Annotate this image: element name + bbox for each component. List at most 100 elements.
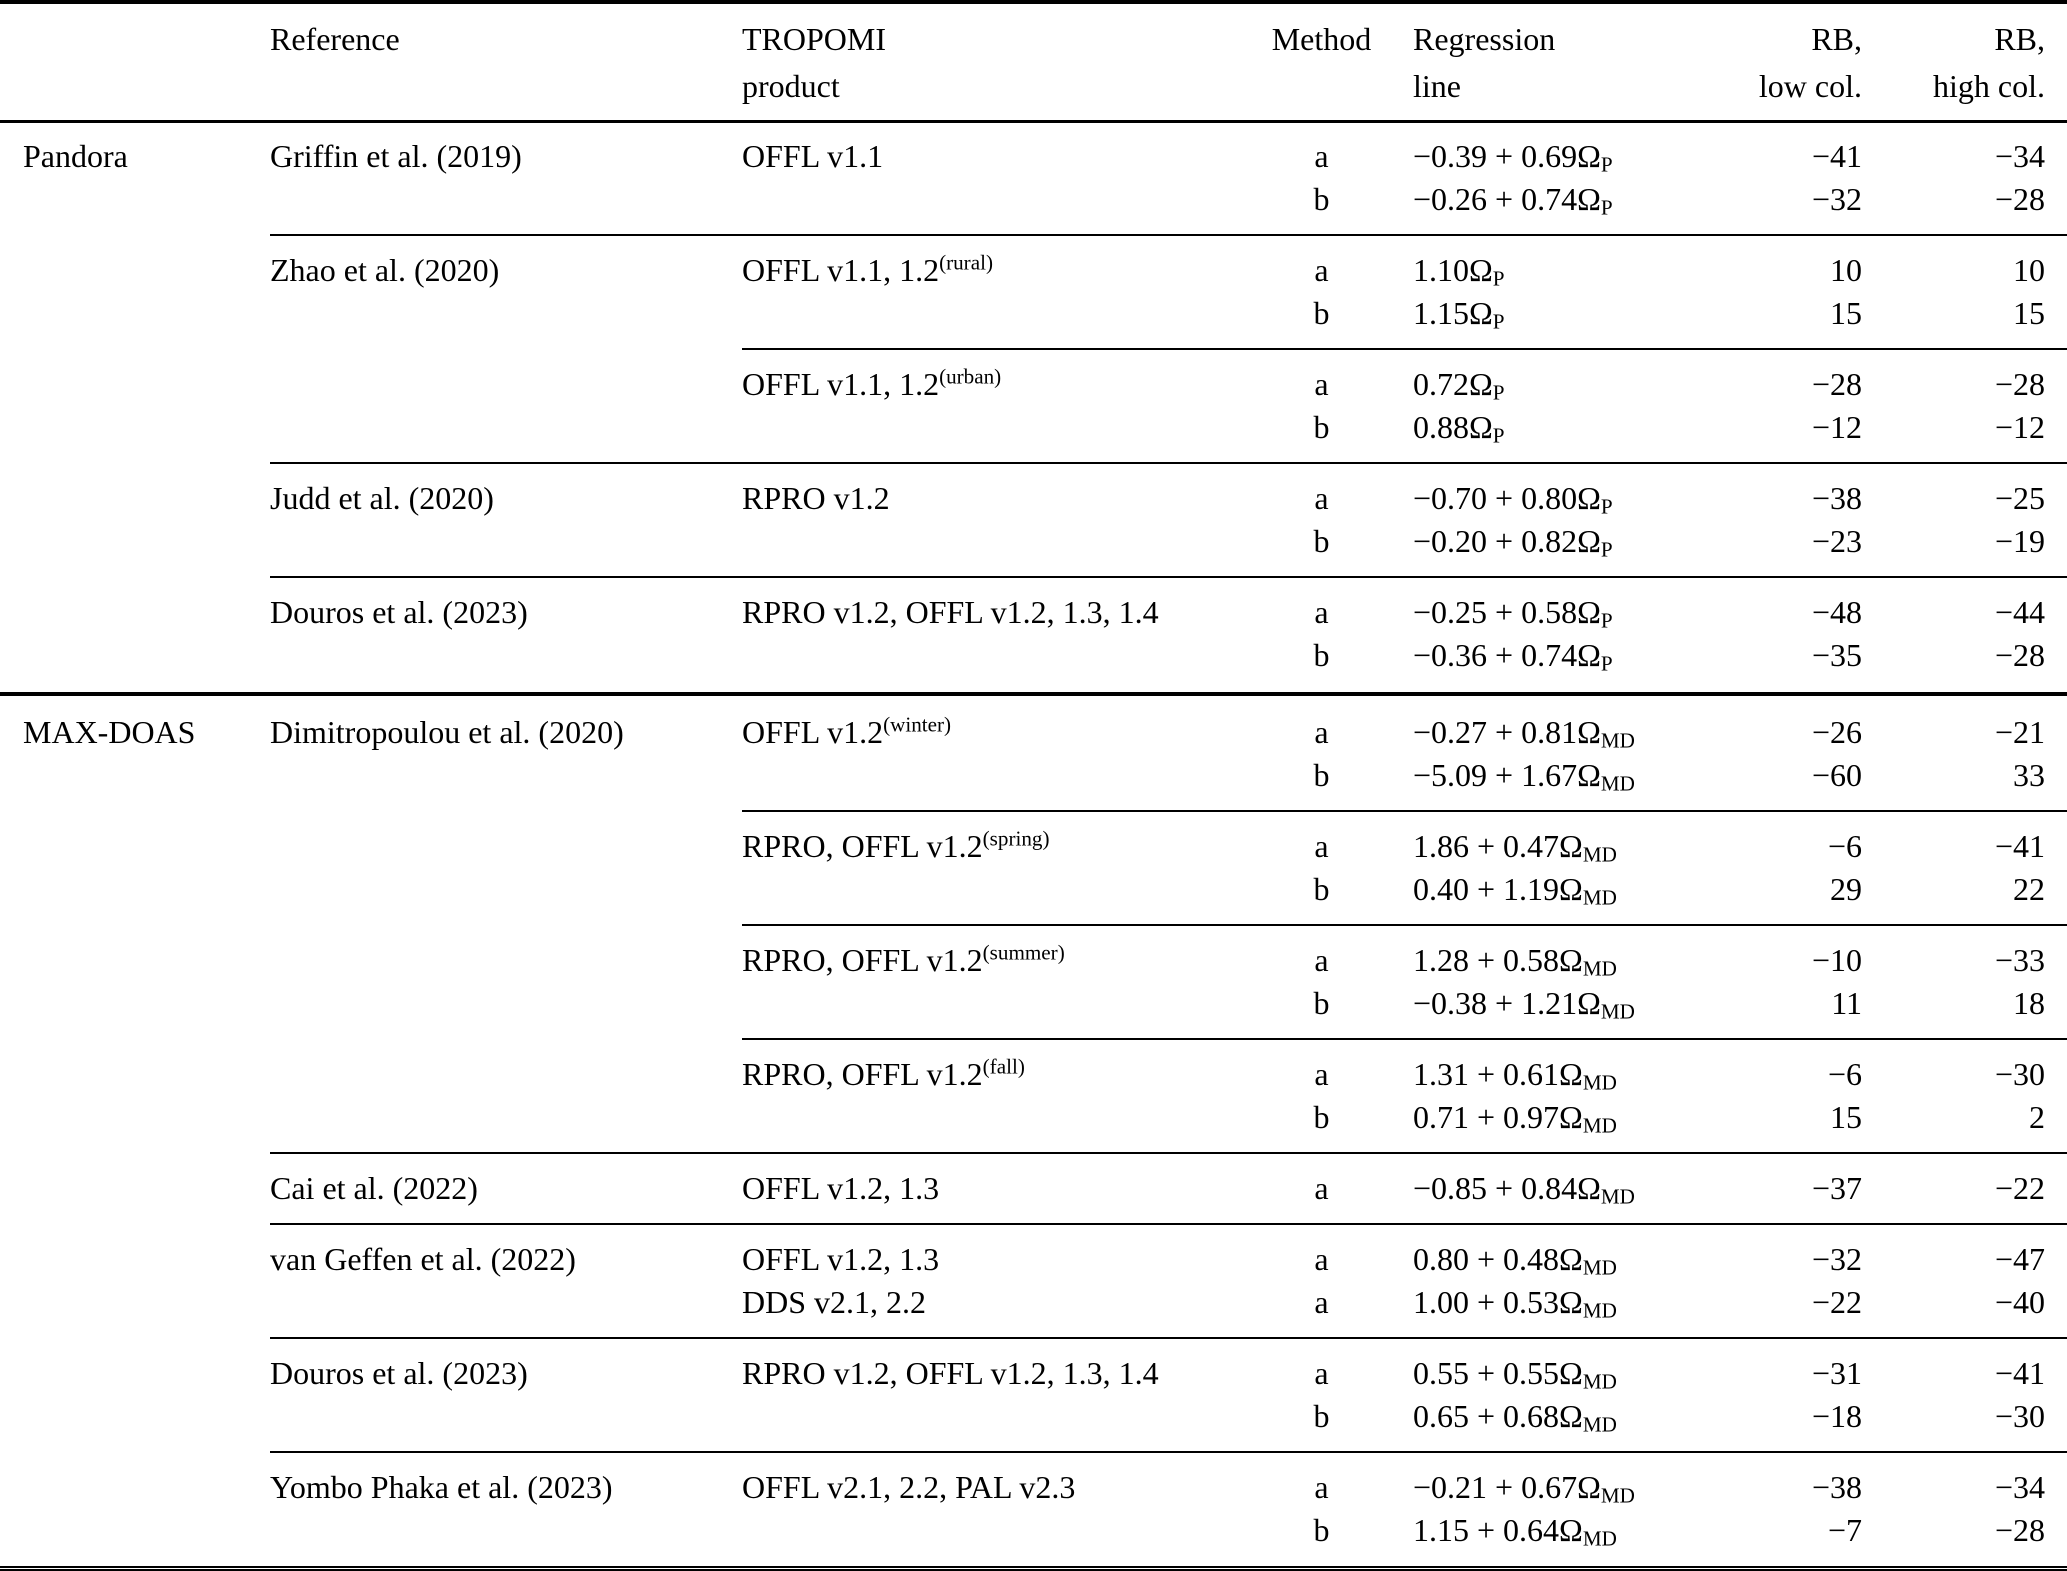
group-label: [0, 477, 270, 520]
product-separator-rule: [742, 348, 2067, 350]
product-cell: RPRO v1.2, OFFL v1.2, 1.3, 1.4: [742, 1355, 1159, 1391]
rb-low-cell: −7: [1827, 1512, 1862, 1548]
rb-high-cell: −33: [1994, 942, 2045, 978]
method-cell: b: [1313, 181, 1330, 217]
rb-high-cell: −41: [1994, 1355, 2045, 1391]
rb-low-cell: −32: [1811, 181, 1862, 217]
omega-symbol: Ω: [1577, 181, 1601, 217]
rb-high-cell: −22: [1994, 1170, 2045, 1206]
reference-cell: [270, 634, 742, 677]
reference-cell: [270, 1053, 742, 1096]
header-regression-line: Regression line: [1413, 21, 1556, 104]
regression-cell: 1.15 + 0.64ΩMD: [1413, 1512, 1617, 1551]
rb-low-cell: −35: [1811, 637, 1862, 673]
omega-subscript: P: [1600, 195, 1613, 220]
omega-symbol: Ω: [1577, 757, 1601, 793]
product-superscript: (fall): [982, 1054, 1025, 1079]
omega-subscript: MD: [1582, 956, 1617, 981]
product-cell: DDS v2.1, 2.2: [742, 1284, 927, 1320]
product-cell: RPRO, OFFL v1.2(summer): [742, 940, 1065, 978]
group-label: [0, 292, 270, 335]
omega-symbol: Ω: [1577, 985, 1601, 1021]
product-cell: OFFL v1.1, 1.2(rural): [742, 250, 993, 288]
method-cell: b: [1313, 871, 1330, 907]
regression-cell: −0.25 + 0.58ΩP: [1413, 594, 1613, 633]
group-label: [0, 1281, 270, 1324]
rb-low-cell: 11: [1831, 985, 1862, 1021]
method-cell: a: [1314, 480, 1329, 516]
reference-cell: [270, 1509, 742, 1552]
reference-cell: Judd et al. (2020): [270, 480, 494, 516]
method-cell: b: [1313, 1099, 1330, 1135]
product-superscript: (rural): [939, 250, 993, 275]
omega-symbol: Ω: [1577, 1469, 1601, 1505]
rb-low-cell: 15: [1830, 295, 1862, 331]
method-cell: a: [1314, 828, 1329, 864]
method-cell: b: [1313, 637, 1330, 673]
reference-cell: Griffin et al. (2019): [270, 138, 522, 174]
omega-symbol: Ω: [1469, 366, 1493, 402]
reference-cell: [270, 1281, 742, 1324]
product-cell: RPRO v1.2, OFFL v1.2, 1.3, 1.4: [742, 594, 1159, 630]
method-cell: b: [1313, 757, 1330, 793]
rb-low-cell: −12: [1811, 409, 1862, 445]
header-method: Method: [1271, 21, 1372, 57]
rb-high-cell: −34: [1994, 138, 2045, 174]
product-cell: [742, 178, 1253, 221]
omega-subscript: MD: [1582, 1412, 1617, 1437]
rb-low-cell: −28: [1811, 366, 1862, 402]
rb-high-cell: −30: [1994, 1398, 2045, 1434]
regression-cell: −0.26 + 0.74ΩP: [1413, 181, 1613, 220]
rb-high-cell: −47: [1994, 1241, 2045, 1277]
product-cell: OFFL v1.1: [742, 138, 884, 174]
rb-low-cell: −38: [1811, 1469, 1862, 1505]
reference-cell: [270, 825, 742, 868]
reference-cell: Dimitropoulou et al. (2020): [270, 714, 624, 750]
reference-cell: [270, 754, 742, 797]
omega-subscript: P: [1600, 494, 1613, 519]
product-cell: RPRO, OFFL v1.2(spring): [742, 826, 1050, 864]
rb-low-cell: −10: [1811, 942, 1862, 978]
method-cell: b: [1313, 1512, 1330, 1548]
reference-cell: [270, 363, 742, 406]
omega-subscript: P: [1600, 152, 1613, 177]
header-reference-label: Reference: [270, 21, 400, 57]
rb-high-cell: −41: [1994, 828, 2045, 864]
method-cell: b: [1313, 295, 1330, 331]
method-cell: a: [1314, 252, 1329, 288]
regression-cell: 0.65 + 0.68ΩMD: [1413, 1398, 1617, 1437]
reference-cell: [270, 178, 742, 221]
rb-low-cell: −60: [1811, 757, 1862, 793]
header-reference: Reference: [270, 4, 742, 120]
group-label: [0, 363, 270, 406]
rb-high-cell: −34: [1994, 1469, 2045, 1505]
rb-high-cell: 22: [2013, 871, 2045, 907]
omega-subscript: P: [1492, 309, 1505, 334]
method-cell: a: [1314, 138, 1329, 174]
group-separator-rule: [0, 692, 2067, 696]
rb-low-cell: −6: [1827, 1056, 1862, 1092]
omega-symbol: Ω: [1577, 138, 1601, 174]
rb-high-cell: −28: [1994, 366, 2045, 402]
reference-cell: [270, 1096, 742, 1139]
omega-symbol: Ω: [1559, 1241, 1583, 1277]
product-cell: OFFL v2.1, 2.2, PAL v2.3: [742, 1469, 1076, 1505]
regression-cell: −0.21 + 0.67ΩMD: [1413, 1469, 1635, 1508]
group-label: [0, 1352, 270, 1395]
omega-symbol: Ω: [1559, 828, 1583, 864]
product-cell: [742, 1096, 1253, 1139]
omega-subscript: MD: [1600, 1483, 1635, 1508]
product-cell: RPRO v1.2: [742, 480, 890, 516]
omega-subscript: MD: [1582, 885, 1617, 910]
omega-symbol: Ω: [1577, 1170, 1601, 1206]
omega-symbol: Ω: [1577, 523, 1601, 559]
reference-cell: [270, 982, 742, 1025]
method-cell: a: [1314, 1056, 1329, 1092]
product-cell: RPRO, OFFL v1.2(fall): [742, 1054, 1025, 1092]
reference-cell: [270, 868, 742, 911]
group-label: [0, 982, 270, 1025]
omega-symbol: Ω: [1469, 252, 1493, 288]
group-label: [0, 178, 270, 221]
rb-low-cell: −22: [1811, 1284, 1862, 1320]
product-cell: OFFL v1.2(winter): [742, 712, 952, 750]
